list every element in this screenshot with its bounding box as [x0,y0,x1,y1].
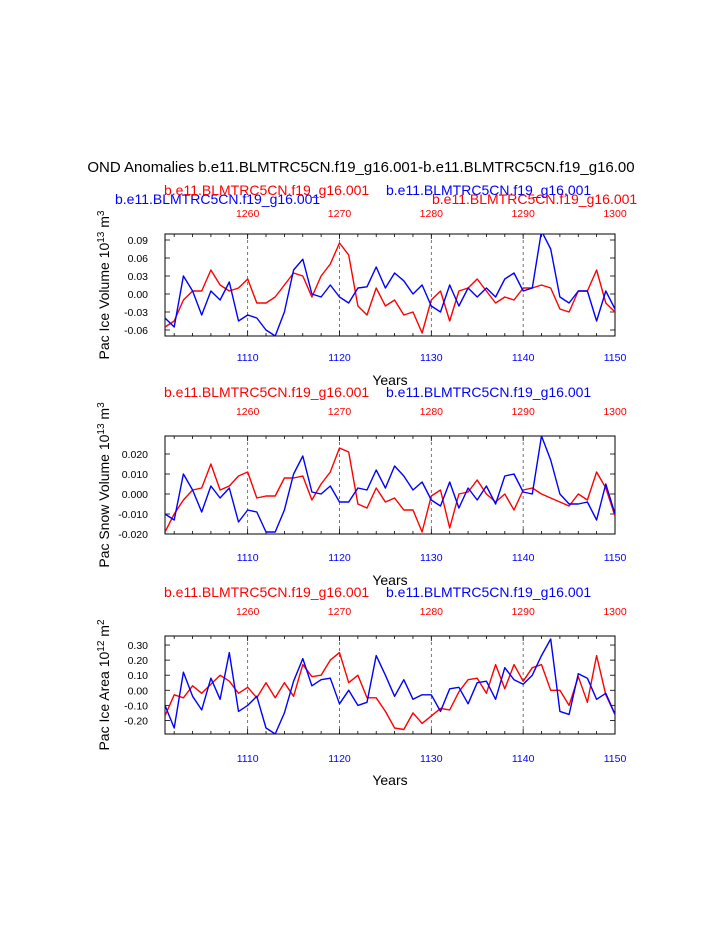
y-tick-label: -0.20 [124,715,148,727]
y-tick-label: 0.000 [122,489,148,501]
bottom-tick-label: 1130 [420,753,443,765]
y-tick-label: 0.00 [128,685,149,697]
subtitle-blue-series: b.e11.BLMTRC5CN.f19_g16.001 [386,584,591,600]
y-tick-label: 0.09 [128,235,149,247]
top-tick-label: 1280 [420,406,444,418]
subtitle-blue-series-right: b.e11.BLMTRC5CN.f19_g16.001 [386,182,591,198]
bottom-tick-label: 1150 [604,552,627,564]
x-axis-label: Years [372,372,407,388]
panel-snow-volume: b.e11.BLMTRC5CN.f19_g16.001 b.e11.BLMTRC5… [96,384,627,588]
y-tick-label: -0.010 [118,509,148,521]
y-axis-label-text: Pac Snow Volume 10 [96,434,112,567]
series-line-red [165,447,615,533]
series-line-red [165,242,615,334]
bottom-tick-label: 1140 [512,753,535,765]
bottom-tick-label: 1140 [512,552,535,564]
y-tick-label: 0.06 [128,253,149,265]
bottom-tick-label: 1130 [420,552,443,564]
top-tick-label: 1260 [236,208,260,220]
top-tick-label: 1290 [511,606,535,618]
bottom-tick-label: 1120 [328,753,351,765]
y-tick-label: -0.06 [124,325,148,337]
top-tick-label: 1300 [603,208,627,220]
series-line-blue [165,234,615,336]
y-tick-label: 0.020 [122,449,148,461]
x-axis-label: Years [372,772,407,788]
panel-ice-area: b.e11.BLMTRC5CN.f19_g16.001 b.e11.BLMTRC5… [96,584,627,788]
y-axis-label-text: m [96,625,112,641]
top-tick-label: 1270 [328,606,352,618]
top-tick-label: 1280 [420,606,444,618]
y-axis-label-exponent: 3 [96,402,107,408]
subtitle-red-series: b.e11.BLMTRC5CN.f19_g16.001 [164,182,369,198]
subtitle-red-series: b.e11.BLMTRC5CN.f19_g16.001 [164,584,369,600]
y-axis-label-text: m [96,408,112,424]
bottom-tick-label: 1150 [604,352,627,364]
y-tick-label: 0.00 [128,289,149,301]
y-tick-label: 0.010 [122,469,148,481]
bottom-tick-label: 1110 [237,552,259,564]
top-tick-label: 1270 [328,406,352,418]
plot-frame [164,435,616,535]
subtitle-red-series-right: b.e11.BLMTRC5CN.f19_g16.001 [432,191,637,207]
top-tick-label: 1260 [236,406,260,418]
y-axis-label: Pac Ice Area 1012 m2 [96,619,113,751]
main-title: OND Anomalies b.e11.BLMTRC5CN.f19_g16.00… [87,159,634,176]
y-axis-label: Pac Snow Volume 1013 m3 [96,402,113,568]
y-axis-label-exponent: 12 [96,640,107,652]
bottom-tick-label: 1110 [237,352,259,364]
subtitle-blue-series: b.e11.BLMTRC5CN.f19_g16.001 [386,384,591,400]
y-tick-label: -0.020 [118,529,148,541]
subtitle-red-series: b.e11.BLMTRC5CN.f19_g16.001 [164,384,369,400]
top-tick-label: 1260 [236,606,260,618]
y-axis-label-text: Pac Ice Volume 10 [96,243,112,360]
bottom-tick-label: 1110 [237,753,259,765]
series-line-red [165,651,615,731]
y-axis-label: Pac Ice Volume 1013 m3 [96,210,113,359]
bottom-tick-label: 1130 [420,352,443,364]
top-tick-label: 1280 [420,208,444,220]
top-tick-label: 1300 [603,606,627,618]
y-tick-label: 0.10 [128,670,149,682]
bottom-tick-label: 1140 [512,352,535,364]
plot-frame [164,233,616,337]
y-axis-label-exponent: 3 [96,210,107,216]
bottom-tick-label: 1120 [328,552,351,564]
y-axis-label-exponent: 13 [96,231,107,243]
bottom-tick-label: 1150 [604,753,627,765]
y-tick-label: 0.20 [128,655,149,667]
y-tick-label: 0.30 [128,640,149,652]
series-line-blue [165,436,615,533]
y-tick-label: 0.03 [128,271,149,283]
subtitle-blue-series: b.e11.BLMTRC5CN.f19_g16.001 [115,191,320,207]
bottom-tick-label: 1120 [328,352,351,364]
y-axis-label-text: Pac Ice Area 10 [96,651,112,750]
y-axis-label-text: m [96,216,112,232]
plot-frame [164,635,616,735]
top-tick-label: 1300 [603,406,627,418]
top-tick-label: 1270 [328,208,352,220]
y-tick-label: -0.10 [124,700,148,712]
top-tick-label: 1290 [511,406,535,418]
series-line-blue [165,638,615,734]
x-axis-label: Years [372,572,407,588]
top-tick-label: 1290 [511,208,535,220]
panel-ice-volume: b.e11.BLMTRC5CN.f19_g16.001b.e11.BLMTRC5… [96,182,638,388]
y-tick-label: -0.03 [124,307,148,319]
y-axis-label-exponent: 13 [96,423,107,435]
y-axis-label-exponent: 2 [96,619,107,625]
